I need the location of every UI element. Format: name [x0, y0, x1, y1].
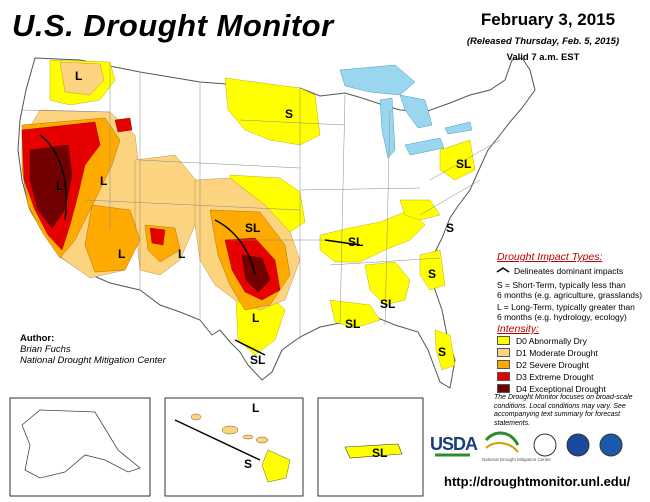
legend-label: D0 Abnormally Dry — [516, 335, 587, 346]
ndmc-logo-text: National Drought Mitigation Center — [482, 457, 552, 462]
label-sl-gulf: SL — [380, 297, 395, 311]
label-l-az: L — [118, 247, 125, 261]
legend-swatch — [497, 372, 510, 381]
impact-lines — [39, 134, 361, 461]
valid-time: Valid 7 a.m. EST — [506, 52, 580, 63]
impact-labels: L L L L L S SL SL SL S S L SL SL SL S L … — [56, 69, 471, 471]
legend-swatch — [497, 336, 510, 345]
legend-item-d2: D2 Severe Drought — [497, 359, 589, 370]
label-s-mn: S — [285, 107, 293, 121]
map-date: February 3, 2015 — [480, 10, 616, 29]
impact-l-line1: L = Long-Term, typically greater than — [497, 302, 635, 312]
label-sl-la: SL — [345, 317, 360, 331]
release-date: (Released Thursday, Feb. 5, 2015) — [466, 36, 620, 47]
label-s-va: S — [446, 221, 454, 235]
delineation-line-icon — [496, 267, 510, 273]
label-l-hi: L — [252, 401, 259, 415]
label-s-sc: S — [428, 267, 436, 281]
legend-label: D4 Exceptional Drought — [516, 383, 606, 394]
legend-item-d0: D0 Abnormally Dry — [497, 335, 587, 346]
hawaii-islands — [190, 413, 291, 483]
disclaimer-note: The Drought Monitor focuses on broad-sca… — [494, 394, 633, 427]
usda-logo: USDA — [430, 434, 478, 454]
impact-s-line1: S = Short-Term, typically less than — [497, 280, 626, 290]
intensity-legend-title: Intensity: — [497, 323, 540, 335]
drought-monitor-url[interactable]: http://droughtmonitor.unl.edu/ — [444, 474, 631, 489]
label-s-hi: S — [244, 457, 252, 471]
author-name: Brian Fuchs — [20, 344, 71, 355]
legend-label: D1 Moderate Drought — [516, 347, 598, 358]
impact-legend-title: Drought Impact Types: — [497, 251, 603, 263]
legend-item-d1: D1 Moderate Drought — [497, 347, 598, 358]
author-block: Author: Brian Fuchs National Drought Mit… — [20, 333, 166, 366]
alaska-shape — [21, 409, 141, 479]
label-l-ca: L — [56, 179, 63, 193]
label-sl-ar: SL — [348, 235, 363, 249]
puerto-rico-shape — [344, 443, 403, 459]
author-label: Author: — [20, 333, 55, 344]
impact-l-line2: 6 months (e.g. hydrology, ecology) — [497, 312, 627, 322]
impact-s-line2: 6 months (e.g. agriculture, grasslands) — [497, 290, 643, 300]
legend-swatch — [497, 384, 510, 393]
page-title: U.S. Drought Monitor — [12, 8, 334, 43]
label-sl-tx: SL — [250, 353, 265, 367]
label-l-nm: L — [178, 247, 185, 261]
legend-swatch — [497, 348, 510, 357]
logo-seals — [435, 431, 623, 457]
label-sl-ne: SL — [456, 157, 471, 171]
d0-areas — [49, 59, 476, 371]
author-org: National Drought Mitigation Center — [20, 355, 166, 366]
legend-label: D2 Severe Drought — [516, 359, 589, 370]
legend-item-d4: D4 Exceptional Drought — [497, 383, 606, 394]
label-s-fl: S — [438, 345, 446, 359]
great-lakes — [339, 64, 473, 159]
label-sl-pr: SL — [372, 446, 387, 460]
label-l-tx: L — [252, 311, 259, 325]
d4-areas — [29, 144, 271, 293]
legend-swatch — [497, 360, 510, 369]
legend-item-d3: D3 Extreme Drought — [497, 371, 593, 382]
legend-label: D3 Extreme Drought — [516, 371, 594, 382]
label-l-nv: L — [100, 174, 107, 188]
impact-delineates: Delineates dominant impacts — [514, 266, 624, 276]
label-l-nw: L — [75, 69, 82, 83]
label-sl-ks: SL — [245, 221, 260, 235]
state-borders — [21, 62, 501, 340]
